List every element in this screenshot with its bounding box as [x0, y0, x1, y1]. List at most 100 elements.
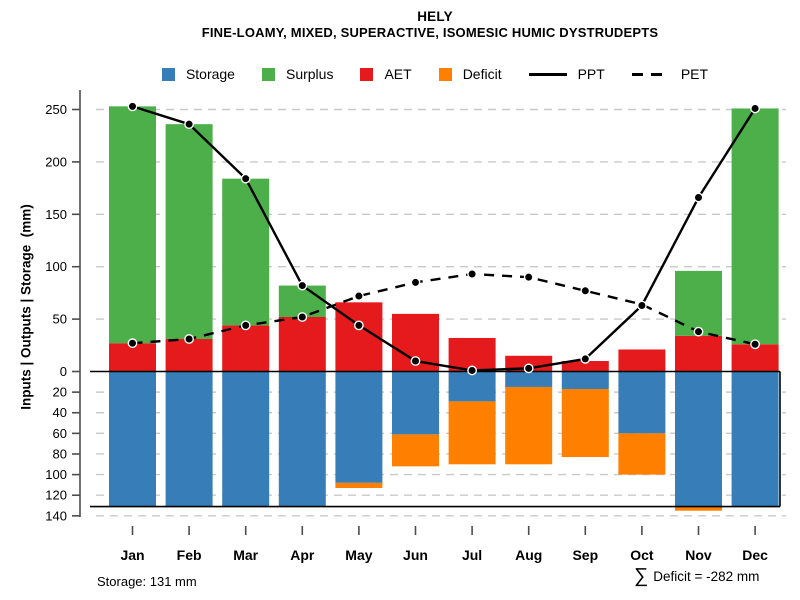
- bar-deficit-jul: [448, 401, 496, 465]
- pet-point-jul: [467, 269, 477, 279]
- deficit-note-text: Deficit = -282 mm: [653, 568, 760, 584]
- x-tick-label-sep: Sep: [572, 547, 598, 563]
- ppt-point-jun: [410, 356, 421, 366]
- y-tick-label: 40: [53, 405, 67, 420]
- x-tick-label-mar: Mar: [233, 547, 258, 563]
- bar-storage-jan: [109, 371, 156, 507]
- x-tick-label-may: May: [345, 547, 372, 563]
- legend-swatch-square: [360, 67, 374, 81]
- bar-surplus-nov: [675, 270, 722, 336]
- legend-item-pet: PET: [631, 66, 709, 82]
- y-tick-label: 140: [45, 508, 67, 523]
- legend-swatch-square: [161, 67, 175, 81]
- pet-point-may: [353, 291, 364, 301]
- legend-swatch-square: [261, 67, 275, 81]
- pet-point-jun: [410, 277, 421, 288]
- x-tick-label-apr: Apr: [290, 547, 315, 563]
- bar-surplus-feb: [165, 124, 213, 340]
- y-tick-label: 80: [53, 446, 67, 461]
- bar-aet-apr: [278, 317, 326, 372]
- legend-item-storage: Storage: [161, 66, 235, 82]
- ppt-point-apr: [297, 280, 308, 291]
- bar-surplus-dec: [731, 108, 779, 345]
- bar-surplus-mar: [222, 178, 270, 326]
- x-tick-label-feb: Feb: [177, 547, 202, 563]
- x-tick-label-aug: Aug: [515, 547, 542, 563]
- chart-legend: Storage Surplus AET Deficit PPT PET: [88, 66, 782, 82]
- pet-point-jan: [127, 338, 138, 349]
- chart-title: HELY: [417, 9, 453, 24]
- bar-storage-may: [335, 371, 383, 483]
- pet-point-aug: [523, 272, 534, 283]
- storage-note: Storage: 131 mm: [97, 574, 197, 589]
- legend-swatch-solid-line: [528, 72, 567, 76]
- legend-item-surplus: Surplus: [261, 66, 334, 82]
- y-tick-label: 150: [45, 207, 67, 222]
- ppt-point-jan: [127, 101, 138, 112]
- ppt-line: [132, 105, 757, 372]
- bar-storage-dec: [731, 371, 779, 507]
- y-tick-label: 0: [60, 364, 67, 379]
- ppt-point-mar: [240, 173, 251, 184]
- x-tick-label-jan: Jan: [120, 547, 144, 563]
- bar-storage-nov: [675, 371, 722, 507]
- pet-point-feb: [184, 334, 195, 344]
- bar-aet-feb: [165, 339, 213, 372]
- pet-line: [132, 272, 756, 346]
- legend-swatch-dashed-line: [631, 72, 670, 76]
- legend-item-aet: AET: [360, 66, 412, 82]
- bar-storage-aug: [505, 371, 553, 387]
- chart-subtitle: FINE-LOAMY, MIXED, SUPERACTIVE, ISOMESIC…: [201, 25, 659, 40]
- bar-deficit-nov: [675, 506, 722, 511]
- bar-surplus-jan: [109, 106, 156, 344]
- ppt-point-feb: [184, 119, 195, 130]
- legend-item-deficit: Deficit: [438, 66, 502, 82]
- legend-label: Surplus: [285, 66, 334, 82]
- legend-item-ppt: PPT: [528, 66, 605, 82]
- legend-label: PPT: [577, 66, 605, 82]
- y-tick-label: 200: [45, 154, 67, 169]
- y-tick-label: 60: [53, 426, 67, 441]
- pet-point-dec: [750, 339, 760, 350]
- legend-label: Deficit: [462, 66, 502, 82]
- x-tick-label-jul: Jul: [462, 547, 482, 563]
- ppt-point-may: [353, 320, 364, 331]
- ppt-point-dec: [750, 103, 760, 114]
- pet-point-apr: [297, 312, 308, 322]
- y-tick-label: 120: [45, 488, 67, 503]
- legend-label: Storage: [185, 66, 235, 82]
- bar-deficit-aug: [505, 386, 553, 465]
- bar-aet-mar: [222, 325, 270, 372]
- y-tick-label: 20: [53, 385, 67, 400]
- legend-label: PET: [680, 66, 709, 82]
- deficit-note: ∑ Deficit = -282 mm: [634, 566, 759, 586]
- legend-swatch-square: [438, 67, 452, 81]
- bar-storage-apr: [278, 371, 326, 507]
- ppt-point-jul: [467, 365, 477, 376]
- bar-deficit-sep: [561, 389, 609, 458]
- bar-storage-jul: [448, 371, 496, 402]
- ppt-point-sep: [580, 354, 591, 364]
- pet-point-nov: [693, 326, 704, 337]
- bar-aet-oct: [618, 349, 666, 372]
- bar-deficit-jun: [392, 434, 439, 467]
- y-tick-label: 100: [45, 467, 67, 482]
- y-tick-label: 250: [45, 102, 67, 117]
- y-tick-label: 100: [45, 259, 67, 274]
- bar-deficit-oct: [618, 433, 666, 475]
- x-tick-label-oct: Oct: [630, 547, 654, 563]
- ppt-point-aug: [523, 363, 534, 374]
- ppt-point-oct: [637, 300, 647, 311]
- pet-point-mar: [240, 320, 251, 331]
- ppt-point-nov: [693, 192, 704, 203]
- bar-deficit-may: [335, 482, 383, 489]
- bar-storage-sep: [561, 371, 609, 390]
- legend-label: AET: [384, 66, 412, 82]
- pet-point-sep: [580, 285, 591, 296]
- x-tick-label-dec: Dec: [742, 547, 768, 563]
- bar-aet-nov: [675, 335, 722, 372]
- bar-storage-oct: [618, 371, 666, 434]
- y-tick-label: 50: [53, 312, 67, 327]
